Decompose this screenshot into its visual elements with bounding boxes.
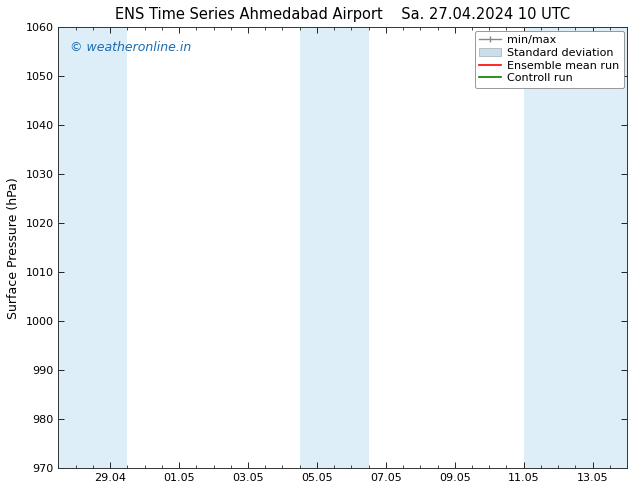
Y-axis label: Surface Pressure (hPa): Surface Pressure (hPa) — [7, 177, 20, 318]
Bar — [524, 27, 627, 468]
Legend: min/max, Standard deviation, Ensemble mean run, Controll run: min/max, Standard deviation, Ensemble me… — [475, 30, 624, 88]
Bar — [58, 27, 127, 468]
Title: ENS Time Series Ahmedabad Airport    Sa. 27.04.2024 10 UTC: ENS Time Series Ahmedabad Airport Sa. 27… — [115, 7, 571, 22]
Bar — [300, 27, 368, 468]
Text: © weatheronline.in: © weatheronline.in — [70, 41, 191, 53]
